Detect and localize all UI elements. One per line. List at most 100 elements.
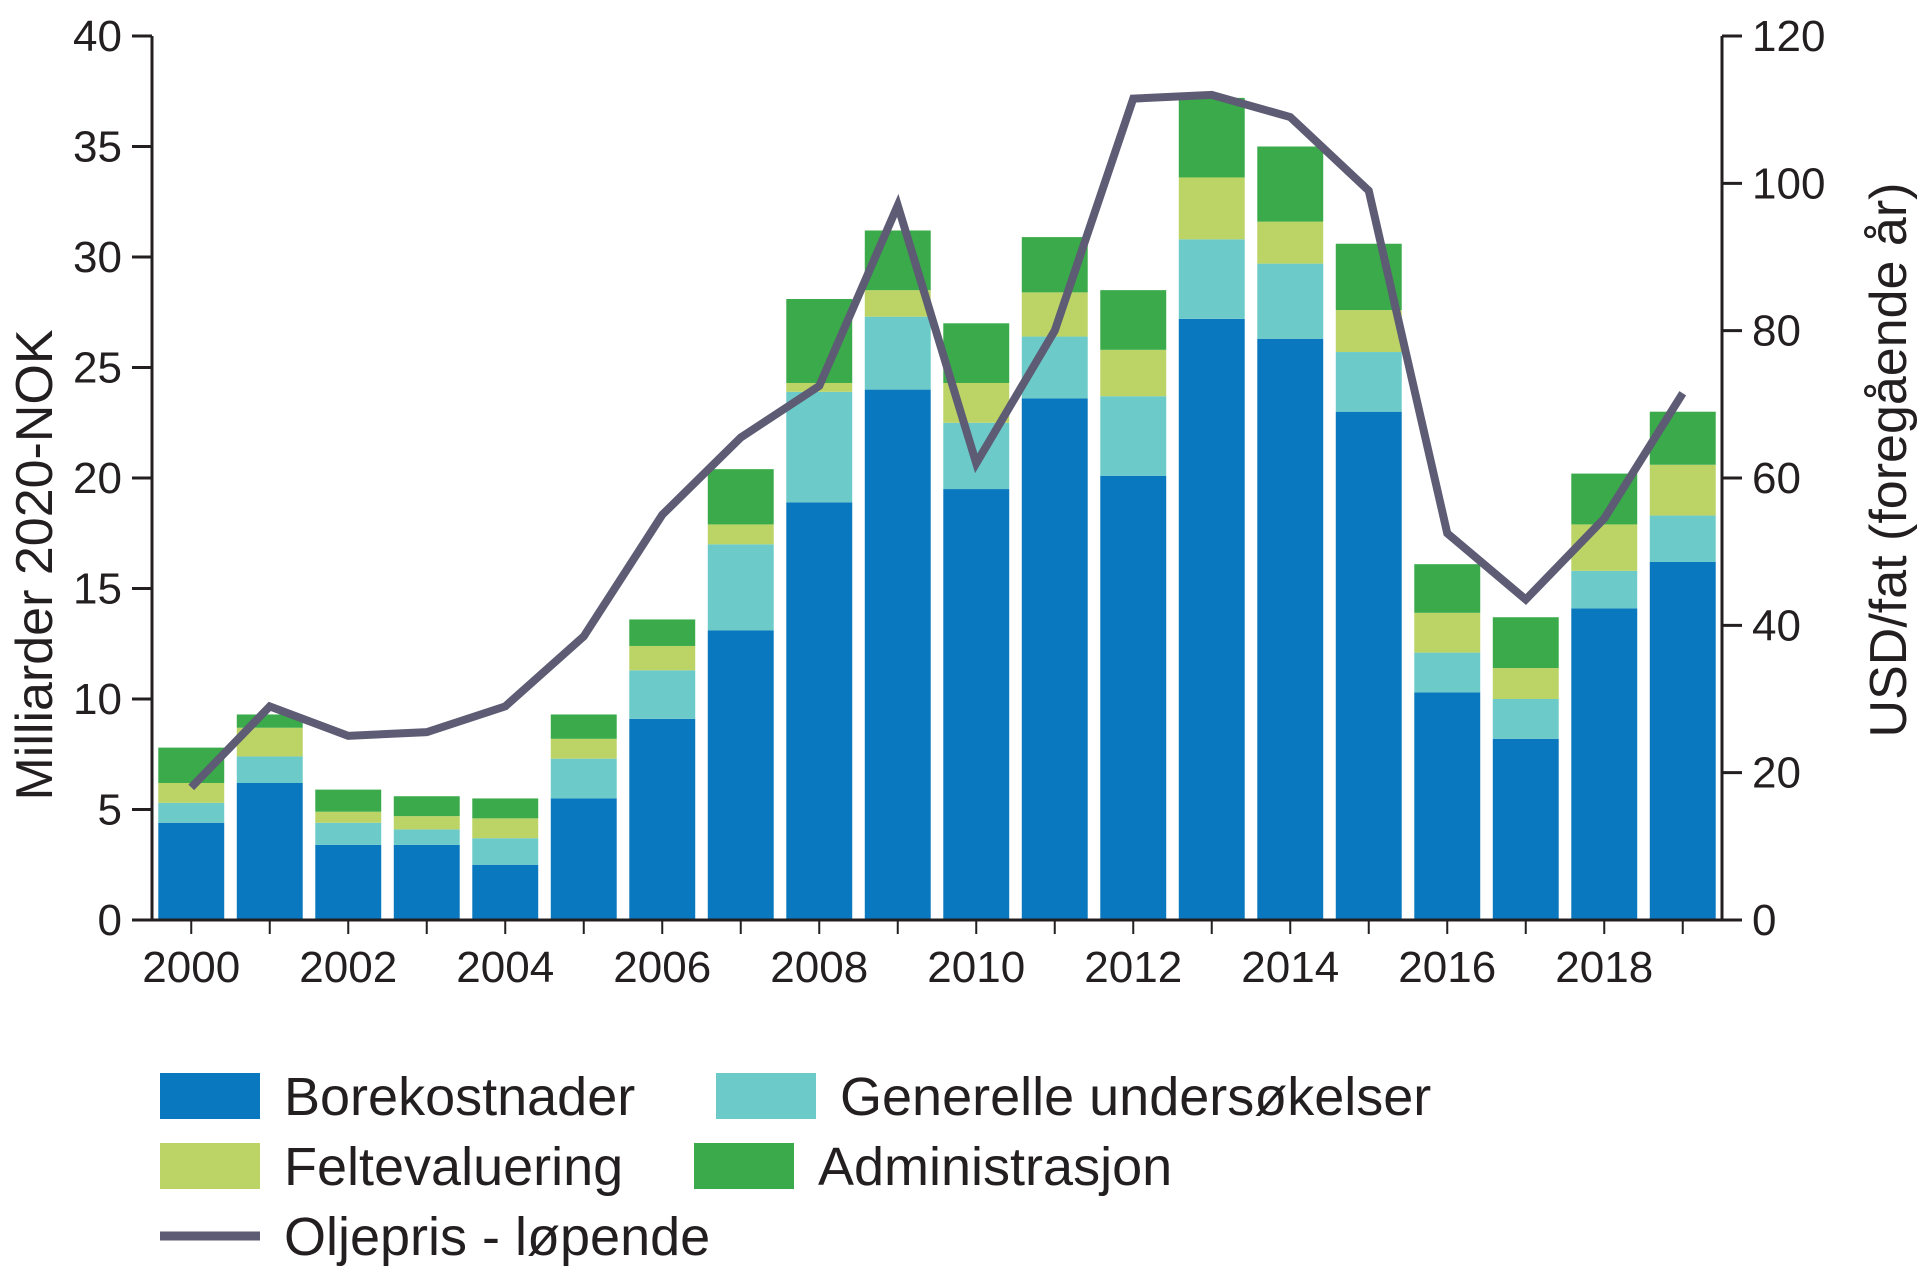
bar-segment-2005-1 (550, 758, 617, 799)
bar-segment-2015-0 (1335, 411, 1402, 920)
y-tick-label-20: 20 (73, 454, 122, 503)
x-tick-label-2018: 2018 (1555, 943, 1653, 992)
legend-label-administrasjon: Administrasjon (818, 1137, 1172, 1197)
bar-segment-2007-2 (707, 524, 774, 545)
y-tick-label-25: 25 (73, 344, 122, 393)
x-tick-label-2002: 2002 (299, 943, 397, 992)
legend-label-oljepris: Oljepris - løpende (284, 1207, 710, 1267)
legend-swatch-administrasjon (694, 1143, 794, 1189)
bar-segment-2012-2 (1100, 349, 1167, 397)
bar-segment-2003-0 (393, 844, 460, 920)
bar-segment-2012-0 (1100, 475, 1167, 920)
bar-segment-2016-3 (1414, 564, 1481, 613)
y2-tick-label-20: 20 (1752, 749, 1801, 798)
y-axis-title: Milliarder 2020-NOK (6, 329, 64, 800)
legend-swatch-borekostnader (160, 1073, 260, 1119)
y2-tick-label-0: 0 (1752, 896, 1776, 945)
bar-segment-2017-1 (1492, 699, 1559, 739)
bar-segment-2017-2 (1492, 668, 1559, 699)
bar-segment-2017-0 (1492, 738, 1559, 920)
bar-segment-2014-0 (1257, 338, 1324, 920)
y-tick-label-0: 0 (98, 896, 122, 945)
bar-segment-2019-3 (1649, 411, 1716, 465)
legend-label-feltevaluering: Feltevaluering (284, 1137, 623, 1197)
x-tick-label-2006: 2006 (613, 943, 711, 992)
bar-segment-2013-1 (1178, 239, 1245, 319)
bar-segment-2001-0 (236, 782, 303, 920)
bar-segment-2004-1 (472, 838, 539, 865)
bar-segment-2014-3 (1257, 146, 1324, 222)
y2-tick-label-120: 120 (1752, 12, 1825, 61)
bar-segment-2002-3 (315, 789, 382, 812)
x-tick-label-2016: 2016 (1398, 943, 1496, 992)
bar-segment-2003-3 (393, 796, 460, 817)
x-tick-label-2010: 2010 (927, 943, 1025, 992)
bar-segment-2000-2 (158, 782, 225, 803)
oil-price-line-layer (188, 90, 1687, 791)
bar-segment-2018-2 (1571, 524, 1638, 571)
bar-segment-2018-1 (1571, 570, 1638, 609)
bar-segment-2005-2 (550, 738, 617, 759)
bar-segment-2009-0 (864, 389, 931, 921)
bar-segment-2013-3 (1178, 97, 1245, 178)
bar-segment-2006-2 (629, 645, 696, 671)
y-tick-label-30: 30 (73, 233, 122, 282)
bar-segment-2010-0 (943, 489, 1010, 920)
bar-segment-2016-1 (1414, 652, 1481, 693)
legend-label-borekostnader: Borekostnader (284, 1067, 635, 1127)
bar-segment-2019-0 (1649, 561, 1716, 920)
bar-segment-2002-2 (315, 811, 382, 823)
bar-segment-2009-2 (864, 290, 931, 317)
bar-segment-2003-2 (393, 816, 460, 830)
bar-segment-2000-0 (158, 822, 225, 920)
bar-segment-2018-0 (1571, 608, 1638, 920)
bar-segment-2014-1 (1257, 263, 1324, 339)
legend-swatch-generelle-undersokelser (716, 1073, 816, 1119)
bar-segment-2001-1 (236, 756, 303, 783)
bar-segment-2014-2 (1257, 221, 1324, 264)
bar-segment-2007-1 (707, 544, 774, 631)
bar-segment-2013-0 (1178, 318, 1245, 920)
bar-segment-2013-2 (1178, 177, 1245, 240)
y2-tick-label-100: 100 (1752, 159, 1825, 208)
bars-layer (158, 97, 1716, 921)
bar-segment-2008-0 (786, 502, 853, 920)
legend-label-generelle-undersokelser: Generelle undersøkelser (840, 1067, 1431, 1127)
bar-segment-2007-0 (707, 630, 774, 920)
bar-segment-2004-2 (472, 818, 539, 839)
y-tick-label-40: 40 (73, 12, 122, 61)
bar-segment-2012-1 (1100, 396, 1167, 476)
bar-segment-2012-3 (1100, 290, 1167, 350)
bar-segment-2019-1 (1649, 515, 1716, 562)
bar-segment-2003-1 (393, 829, 460, 845)
y-tick-label-15: 15 (73, 565, 122, 614)
bar-segment-2009-1 (864, 316, 931, 390)
bar-segment-2005-0 (550, 798, 617, 920)
bar-segment-2011-0 (1021, 398, 1088, 920)
bar-segment-2015-2 (1335, 310, 1402, 353)
x-tick-label-2008: 2008 (770, 943, 868, 992)
bar-segment-2004-0 (472, 864, 539, 920)
x-tick-label-2014: 2014 (1241, 943, 1339, 992)
oil-price-line (188, 90, 1687, 791)
bar-segment-2019-2 (1649, 464, 1716, 516)
bar-segment-2002-0 (315, 844, 382, 920)
bar-segment-2005-3 (550, 714, 617, 739)
axes-layer: 0 5 10 15 20 25 30 35 40 0 20 40 60 80 100 120 2000 2002 2… (73, 12, 1825, 992)
y2-tick-label-60: 60 (1752, 454, 1801, 503)
bar-segment-2015-1 (1335, 352, 1402, 412)
legend-swatch-feltevaluering (160, 1143, 260, 1189)
legend: Borekostnader Generelle undersøkelser Felt… (160, 1067, 1431, 1267)
bar-segment-2016-2 (1414, 612, 1481, 653)
y2-tick-label-40: 40 (1752, 601, 1801, 650)
x-tick-label-2000: 2000 (142, 943, 240, 992)
bar-segment-2006-0 (629, 718, 696, 920)
bar-segment-2016-0 (1414, 692, 1481, 920)
bar-segment-2006-3 (629, 619, 696, 646)
bar-segment-2006-1 (629, 670, 696, 719)
bar-segment-2002-1 (315, 822, 382, 845)
bar-segment-2017-3 (1492, 617, 1559, 669)
bar-segment-2008-1 (786, 391, 853, 503)
x-tick-label-2012: 2012 (1084, 943, 1182, 992)
